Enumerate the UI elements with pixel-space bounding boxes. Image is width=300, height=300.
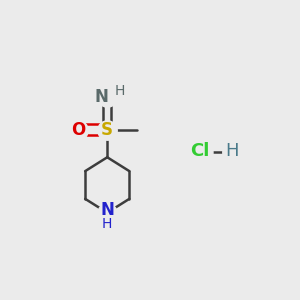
Text: S: S bbox=[101, 121, 113, 139]
Text: N: N bbox=[100, 201, 114, 219]
Text: Cl: Cl bbox=[190, 142, 210, 160]
Text: H: H bbox=[225, 142, 238, 160]
Text: O: O bbox=[71, 121, 85, 139]
Text: N: N bbox=[94, 88, 108, 106]
Text: H: H bbox=[102, 217, 112, 231]
Text: H: H bbox=[115, 84, 125, 98]
